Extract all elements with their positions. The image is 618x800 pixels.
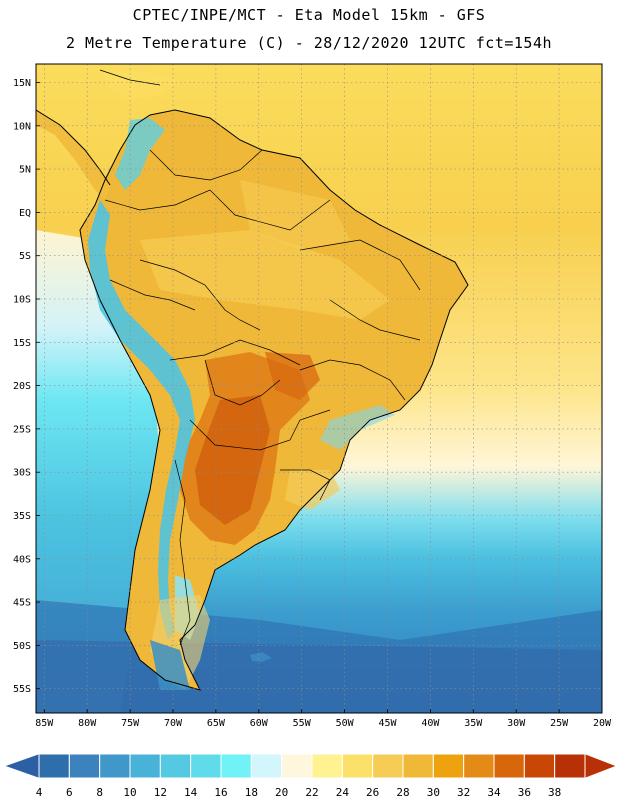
temperature-colorbar: 4 6 8 10 12 14 16 18 20 22 24 26 28 30 32 34 36 38 xyxy=(4,753,617,799)
lat-label: 15S xyxy=(13,338,31,349)
lat-label: 35S xyxy=(13,511,31,522)
colorbar-value: 4 xyxy=(36,786,43,799)
coastline xyxy=(79,109,469,691)
colorbar-swatch xyxy=(190,753,222,779)
lat-label: 30S xyxy=(13,468,31,479)
amazon-mild-zone xyxy=(140,230,390,320)
lat-label: 10N xyxy=(13,121,31,132)
lat-label: 50S xyxy=(13,641,31,652)
lon-label: 80W xyxy=(78,718,97,729)
colorbar-swatch xyxy=(554,753,586,779)
colorbar-value: 12 xyxy=(154,786,167,799)
lat-label: 10S xyxy=(13,295,31,306)
map-title-line2: 2 Metre Temperature (C) - 28/12/2020 12U… xyxy=(65,34,553,52)
lon-label: 70W xyxy=(164,718,183,729)
lon-label: 30W xyxy=(507,718,526,729)
lat-label: 15N xyxy=(13,78,31,89)
lat-label: 5N xyxy=(19,165,31,176)
map-title-line1: CPTEC/INPE/MCT - Eta Model 15km - GFS xyxy=(132,6,486,24)
falkland-islands xyxy=(250,652,272,662)
colorbar-value: 36 xyxy=(518,786,531,799)
lat-label: 40S xyxy=(13,554,31,565)
colorbar-value: 10 xyxy=(123,786,136,799)
colorbar-left-arrow xyxy=(4,753,40,779)
colorbar-value: 22 xyxy=(305,786,318,799)
lon-label: 65W xyxy=(207,718,226,729)
lat-lon-gridlines xyxy=(36,64,603,713)
colorbar-value: 24 xyxy=(336,786,350,799)
lat-label: 55S xyxy=(13,684,31,695)
central-america-land xyxy=(36,110,110,200)
colorbar-swatch xyxy=(402,753,434,779)
lon-label: 85W xyxy=(35,718,54,729)
country-borders xyxy=(104,149,421,646)
lon-label: 55W xyxy=(293,718,312,729)
lon-label: 50W xyxy=(336,718,355,729)
colorbar-swatch xyxy=(523,753,556,779)
colorbar-value: 26 xyxy=(366,786,379,799)
colorbar-swatch xyxy=(38,753,70,779)
colorbar-swatch xyxy=(68,753,101,779)
latitude-labels: 15N 10N 5N EQ 5S 10S 15S 20S 25S 30S 35S 40S 45S 50S 5… xyxy=(13,78,40,695)
lon-label: 25W xyxy=(550,718,569,729)
colorbar-value: 38 xyxy=(548,786,561,799)
colorbar-value: 6 xyxy=(66,786,73,799)
lat-label: 45S xyxy=(13,598,31,609)
lon-label: 60W xyxy=(250,718,269,729)
lat-label: 25S xyxy=(13,424,31,435)
map-frame xyxy=(35,63,603,714)
colorbar-swatch xyxy=(341,753,374,779)
colorbar-swatch xyxy=(250,753,283,779)
colorbar-swatch xyxy=(220,753,252,779)
lon-label: 75W xyxy=(121,718,140,729)
colorbar-swatch xyxy=(493,753,525,779)
colorbar-swatch xyxy=(281,753,313,779)
lat-label: EQ xyxy=(19,208,31,219)
colorbar-swatch xyxy=(372,753,404,779)
colorbar-swatch xyxy=(432,753,465,779)
colorbar-swatch xyxy=(463,753,495,779)
andes-cold-ridge xyxy=(88,200,195,640)
lon-label: 35W xyxy=(464,718,483,729)
colorbar-swatch xyxy=(99,753,131,779)
colorbar-swatch xyxy=(311,753,343,779)
lat-label: 20S xyxy=(13,381,31,392)
lon-label: 20W xyxy=(593,718,612,729)
colorbar-value: 32 xyxy=(457,786,470,799)
colorbar-right-arrow xyxy=(584,753,617,779)
longitude-labels: 85W 80W 75W 70W 65W 60W 55W 50W 45W 40W 35W 30W 25W 2… xyxy=(35,709,612,729)
colorbar-value: 20 xyxy=(275,786,288,799)
lon-label: 45W xyxy=(378,718,397,729)
colorbar-value: 34 xyxy=(487,786,501,799)
colorbar-value: 8 xyxy=(96,786,103,799)
lat-label: 5S xyxy=(19,251,31,262)
colorbar-swatch xyxy=(129,753,161,779)
colorbar-value: 30 xyxy=(427,786,440,799)
colorbar-value: 18 xyxy=(245,786,258,799)
colorbar-value: 16 xyxy=(214,786,227,799)
colorbar-value: 28 xyxy=(396,786,409,799)
colorbar-swatch xyxy=(159,753,192,779)
colorbar-value: 14 xyxy=(184,786,198,799)
lon-label: 40W xyxy=(421,718,440,729)
